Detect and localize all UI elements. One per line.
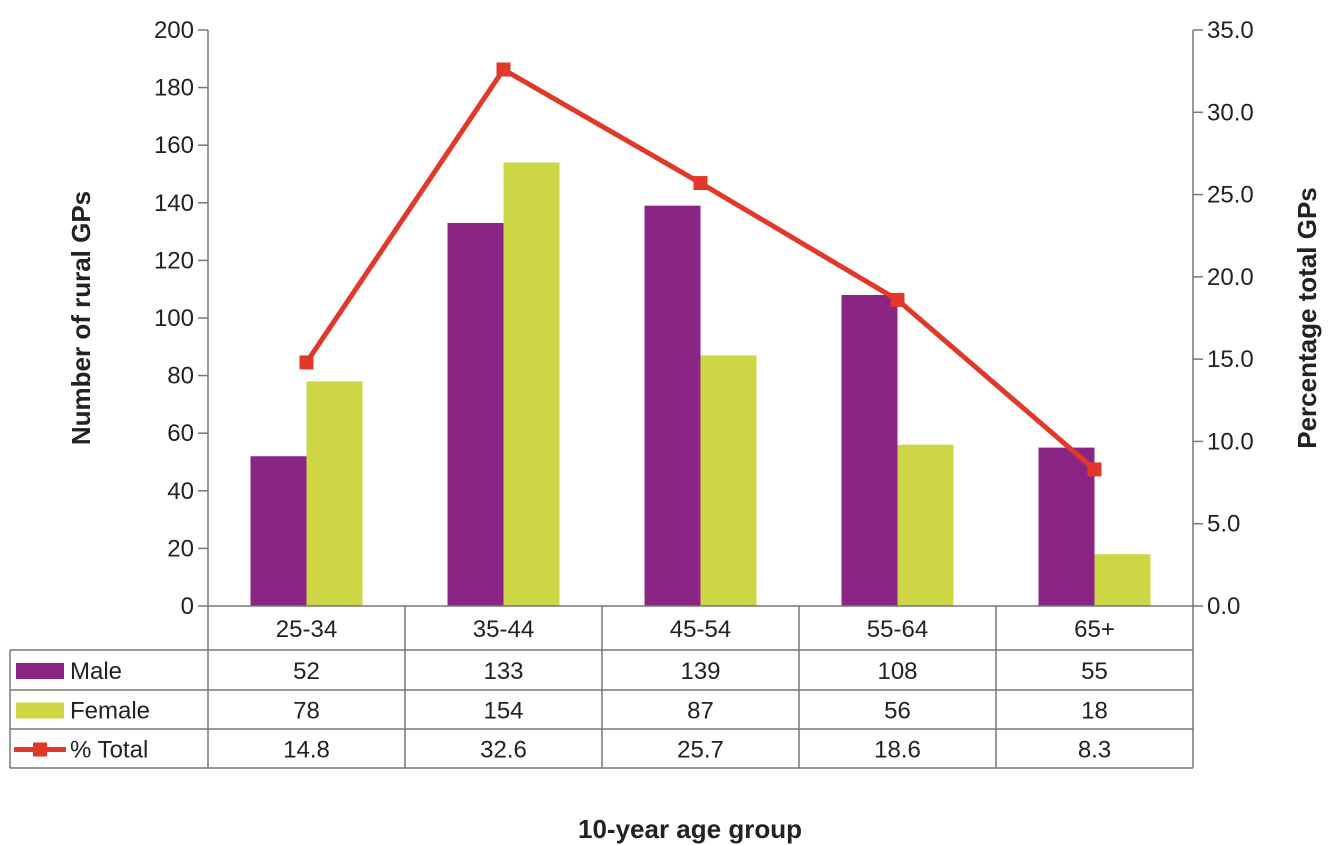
right-tick-label: 25.0	[1207, 182, 1254, 209]
table-value: 32.6	[480, 737, 527, 764]
table-value: 55	[1081, 658, 1108, 685]
left-tick-label: 20	[167, 535, 194, 562]
category-label: 55-64	[867, 616, 928, 643]
category-label: 45-54	[670, 616, 731, 643]
table-value: 18.6	[874, 737, 921, 764]
right-tick-label: 10.0	[1207, 428, 1254, 455]
category-label: 65+	[1074, 616, 1115, 643]
table-value: 14.8	[283, 737, 330, 764]
table-value: 8.3	[1078, 737, 1111, 764]
table-value: 56	[884, 698, 911, 725]
left-tick-label: 140	[154, 190, 194, 217]
legend-label-0: Male	[70, 658, 122, 685]
left-tick-label: 40	[167, 478, 194, 505]
bar-male-55-64	[841, 294, 898, 606]
legend-swatch-female	[16, 702, 64, 719]
left-tick-label: 100	[154, 305, 194, 332]
left-tick-label: 160	[154, 132, 194, 159]
left-tick-label: 200	[154, 17, 194, 44]
legend-swatch-male	[16, 663, 64, 679]
right-tick-label: 15.0	[1207, 346, 1254, 373]
bar-layer	[250, 162, 1151, 607]
right-tick-label: 0.0	[1207, 593, 1240, 620]
right-tick-label: 20.0	[1207, 264, 1254, 291]
bar-female-45-54	[700, 355, 757, 606]
left-tick-label: 120	[154, 247, 194, 274]
table-value: 52	[293, 658, 320, 685]
bar-female-25-34	[306, 381, 363, 606]
left-tick-label: 60	[167, 420, 194, 447]
table-value: 133	[483, 658, 523, 685]
category-label: 35-44	[473, 616, 534, 643]
marker-percent-25-34	[299, 355, 314, 370]
table-value: 108	[877, 658, 917, 685]
left-tick-label: 180	[154, 75, 194, 102]
table-value: 78	[293, 698, 320, 725]
marker-percent-35-44	[496, 62, 511, 77]
legend-marker-percent	[33, 742, 47, 757]
left-tick-label: 0	[181, 593, 194, 620]
bar-female-65+	[1094, 554, 1151, 606]
right-axis: 0.0 5.0 10.0 15.0 20.0 25.0 30.0 35.0	[1193, 17, 1254, 620]
y-axis-title: Number of rural GPs	[66, 191, 96, 445]
line-layer	[299, 62, 1102, 477]
legend-label-2: % Total	[70, 737, 148, 764]
table-value: 154	[483, 698, 523, 725]
bar-female-55-64	[897, 444, 954, 606]
marker-percent-55-64	[890, 292, 905, 307]
right-tick-label: 35.0	[1207, 17, 1254, 44]
bar-male-45-54	[644, 205, 701, 606]
data-table: 25-34 35-44 45-54 55-64 65+ Male 52 133 139 108 55…	[9, 605, 1194, 769]
bar-male-65+	[1038, 447, 1095, 606]
table-value: 18	[1081, 698, 1108, 725]
table-value: 139	[680, 658, 720, 685]
table-value: 87	[687, 698, 714, 725]
marker-percent-45-54	[693, 176, 708, 191]
bar-female-35-44	[503, 162, 560, 607]
table-value: 25.7	[677, 737, 724, 764]
left-tick-label: 80	[167, 363, 194, 390]
category-label: 25-34	[276, 616, 337, 643]
left-axis: 0 20 40 60 80 100 120 140 160 180 200	[154, 17, 208, 620]
legend-label-1: Female	[70, 698, 150, 725]
bar-male-35-44	[447, 222, 504, 606]
bar-male-25-34	[250, 456, 307, 606]
x-axis-title: 10-year age group	[578, 814, 802, 844]
y2-axis-title: Percentage total GPs	[1292, 187, 1322, 449]
right-tick-label: 30.0	[1207, 99, 1254, 126]
marker-percent-65+	[1087, 462, 1102, 477]
right-tick-label: 5.0	[1207, 511, 1240, 538]
